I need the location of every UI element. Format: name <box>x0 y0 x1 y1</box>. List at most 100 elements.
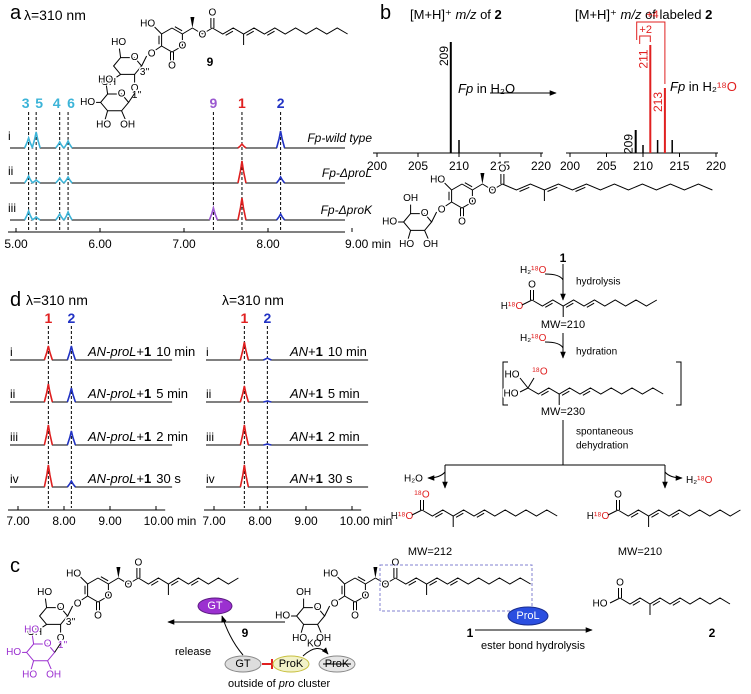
shift-bracket <box>636 21 666 84</box>
wedge <box>480 173 485 184</box>
location: outside of pro cluster <box>228 678 330 690</box>
reagent-part: H₂ <box>686 475 697 486</box>
compound-number: 1 <box>560 251 567 265</box>
atom-label: H¹⁸O <box>391 511 414 522</box>
trace-peak <box>55 176 65 184</box>
trace-peak <box>63 209 73 221</box>
bond <box>565 302 574 308</box>
bond <box>202 27 213 35</box>
bond <box>212 27 348 35</box>
peak-label: 4 <box>53 95 61 111</box>
bond <box>411 509 423 516</box>
bond <box>424 230 429 239</box>
enzyme-label: ProK <box>279 658 304 670</box>
x-tick-label: 200 <box>367 159 387 173</box>
sample-label-part: + <box>136 429 144 444</box>
bond <box>31 635 35 645</box>
peak-label: 209 <box>437 46 451 66</box>
sample-label-part: 1 <box>144 386 151 401</box>
bond <box>547 186 558 192</box>
trace-peak <box>237 160 247 184</box>
sample-label-part: 1 <box>144 344 151 359</box>
trace-peak <box>66 430 77 446</box>
bond <box>128 93 136 103</box>
x-tick-label: 210 <box>633 159 653 173</box>
reagent-part: ¹⁸O <box>531 265 547 276</box>
step-label: KO <box>307 639 322 650</box>
atom-label: OH <box>316 633 331 644</box>
sample-label-part: + <box>136 471 144 486</box>
peak-label: 2 <box>67 310 75 326</box>
atom-label: O <box>351 611 359 622</box>
header: [M+H]⁺ m/z of 2 <box>410 7 502 22</box>
trace-peak <box>23 174 34 184</box>
bond <box>586 302 595 308</box>
bond <box>435 512 443 518</box>
wedge <box>190 17 195 28</box>
sample-label: AN+1 5 min <box>289 386 360 401</box>
x-tick-label: 10.00 min <box>144 514 197 528</box>
enzyme-label: GT <box>207 600 223 612</box>
sample-label-part: 1 <box>316 429 323 444</box>
header-part: of labeled <box>641 7 705 22</box>
trace-peak <box>66 387 77 403</box>
atom-label-part: H <box>391 511 398 522</box>
atom-label: O <box>179 41 187 52</box>
atom-label: OH <box>120 119 135 130</box>
header-part: of <box>476 7 494 22</box>
atom-label: OH <box>46 669 61 680</box>
peak-label: 5 <box>35 95 43 111</box>
atom-label: O <box>438 205 446 216</box>
reagent: H₂¹⁸O <box>686 475 713 486</box>
sample-label: AN+1 10 min <box>289 344 367 359</box>
arrow-curve <box>302 647 329 657</box>
row-index: ii <box>10 387 15 401</box>
bond <box>442 201 452 209</box>
bracket <box>502 361 508 406</box>
trace-peak <box>239 341 250 361</box>
atom-label-part: ¹⁸O <box>508 301 524 312</box>
detector: λ=310 nm <box>222 292 284 308</box>
location-part: pro <box>278 678 295 690</box>
arrow-curve <box>221 615 244 656</box>
atom-label: 1'' <box>58 640 67 651</box>
bond <box>421 509 558 517</box>
sample-label-part: AN <box>289 429 309 444</box>
shift-label: +2 <box>639 24 652 36</box>
bond <box>113 73 121 80</box>
sample-label-part: 1 <box>316 471 323 486</box>
atom-label: O <box>131 83 139 94</box>
step-label: release <box>175 646 211 658</box>
sample-label-part: + <box>136 344 144 359</box>
header-part: [M+H]⁺ <box>410 7 456 22</box>
atom-label: HO <box>504 389 519 400</box>
bond <box>429 580 437 586</box>
atom-label: OH <box>296 587 311 598</box>
reagent-part: H₂ <box>520 333 531 344</box>
header-part: m/z <box>621 7 642 22</box>
trace-peak <box>263 357 272 361</box>
peak-label: 209 <box>622 134 636 154</box>
bond <box>47 660 52 670</box>
trace-peak <box>237 142 247 149</box>
atom-label: HO <box>22 669 37 680</box>
atom-label: OH <box>403 193 418 204</box>
location-part: outside of <box>228 678 279 690</box>
panel-label: d <box>10 289 21 311</box>
bond <box>545 302 553 308</box>
bond <box>482 183 493 191</box>
bond <box>190 580 199 586</box>
sample-label-part: 5 min <box>156 386 188 401</box>
x-tick-label: 220 <box>531 159 551 173</box>
row-index: ii <box>206 387 211 401</box>
sample-label: AN-proL+1 5 min <box>87 386 188 401</box>
sample-label-part: 10 min <box>328 344 367 359</box>
bond <box>672 600 681 606</box>
row-index: i <box>206 345 209 359</box>
sample-label-part: 5 min <box>328 386 360 401</box>
x-tick-label: 205 <box>596 159 616 173</box>
x-tick-label: 5.00 <box>4 237 28 251</box>
row-index: i <box>8 129 11 143</box>
atom-label: O <box>458 217 466 228</box>
sample-label-part: AN <box>289 344 309 359</box>
